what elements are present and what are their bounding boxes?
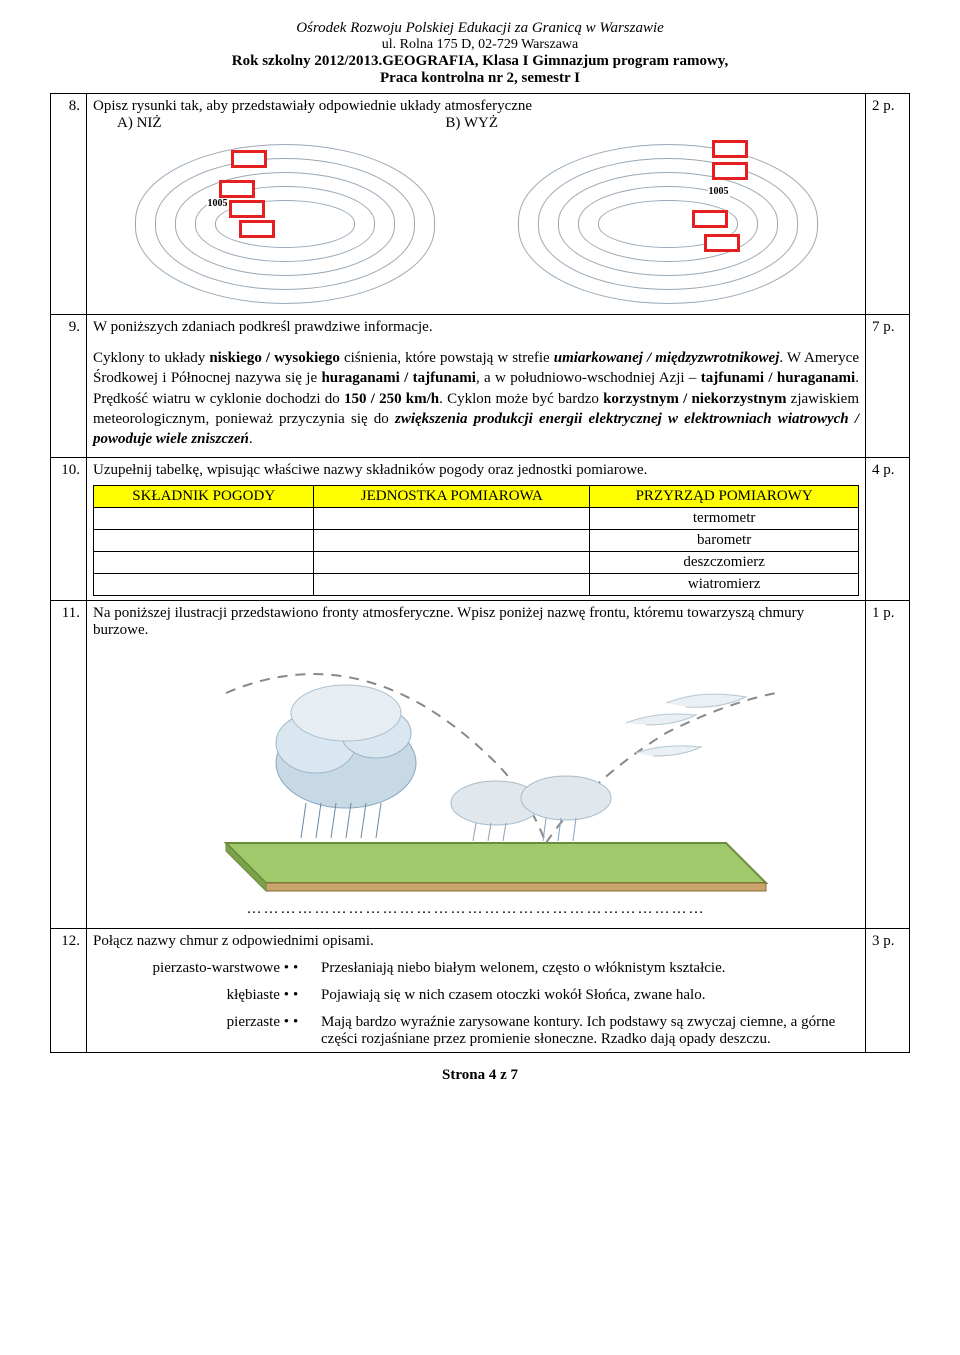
q12-cell: Połącz nazwy chmur z odpowiednimi opisam… <box>87 929 866 1053</box>
q8-cell: Opisz rysunki tak, aby przedstawiały odp… <box>87 94 866 315</box>
q11-prompt: Na poniższej ilustracji przedstawiono fr… <box>93 605 859 639</box>
q12-prompt: Połącz nazwy chmur z odpowiednimi opisam… <box>93 933 859 950</box>
table-row: deszczomierz <box>94 552 859 574</box>
redbox <box>231 150 267 168</box>
question-10-row: 10. Uzupełnij tabelkę, wpisując właściwe… <box>51 458 910 601</box>
question-11-row: 11. Na poniższej ilustracji przedstawion… <box>51 601 910 929</box>
redbox <box>239 220 275 238</box>
q9-number: 9. <box>51 315 87 458</box>
table-row: barometr <box>94 530 859 552</box>
q10-th-1: JEDNOSTKA POMIAROWA <box>314 486 590 508</box>
question-9-row: 9. W poniższych zdaniach podkreśl prawdz… <box>51 315 910 458</box>
q8-number: 8. <box>51 94 87 315</box>
q12-left-1: kłębiaste • <box>93 987 293 1004</box>
q8-points: 2 p. <box>866 94 910 315</box>
table-row: wiatromierz <box>94 574 859 596</box>
redbox <box>219 180 255 198</box>
redbox <box>712 140 748 158</box>
q9-body: Cyklony to układy niskiego / wysokiego c… <box>93 348 859 449</box>
q10-table: SKŁADNIK POGODY JEDNOSTKA POMIAROWA PRZY… <box>93 485 859 596</box>
redbox <box>229 200 265 218</box>
header-address: ul. Rolna 175 D, 02-729 Warszawa <box>50 37 910 53</box>
header-course: Rok szkolny 2012/2013.GEOGRAFIA, Klasa I… <box>50 53 910 70</box>
q10-points: 4 p. <box>866 458 910 601</box>
redbox <box>692 210 728 228</box>
q10-prompt: Uzupełnij tabelkę, wpisując właściwe naz… <box>93 462 859 479</box>
question-12-row: 12. Połącz nazwy chmur z odpowiednimi op… <box>51 929 910 1053</box>
q12-points: 3 p. <box>866 929 910 1053</box>
questions-table: 8. Opisz rysunki tak, aby przedstawiały … <box>50 93 910 1053</box>
q11-cell: Na poniższej ilustracji przedstawiono fr… <box>87 601 866 929</box>
header-assignment: Praca kontrolna nr 2, semestr I <box>50 70 910 87</box>
q12-right-1: Pojawiają się w nich czasem otoczki wokó… <box>317 987 837 1004</box>
q8-option-b: B) WYŻ <box>445 115 498 132</box>
q11-number: 11. <box>51 601 87 929</box>
question-8-row: 8. Opisz rysunki tak, aby przedstawiały … <box>51 94 910 315</box>
q8-option-a: A) NIŻ <box>93 115 445 132</box>
label-1005: 1005 <box>207 198 229 209</box>
q12-left-0: pierzasto-warstwowe • <box>93 960 293 977</box>
q8-diagram-b: 1005 <box>518 144 818 304</box>
q12-number: 12. <box>51 929 87 1053</box>
q10-th-0: SKŁADNIK POGODY <box>94 486 314 508</box>
q8-diagram-a: 1005 <box>135 144 435 304</box>
q12-right-0: Przesłaniają niebo białym welonem, częst… <box>317 960 837 977</box>
label-1005: 1005 <box>708 186 730 197</box>
q12-left-2: pierzaste • <box>93 1014 293 1048</box>
fronts-illustration <box>166 653 786 893</box>
page-header: Ośrodek Rozwoju Polskiej Edukacji za Gra… <box>50 20 910 87</box>
q9-cell: W poniższych zdaniach podkreśl prawdziwe… <box>87 315 866 458</box>
q12-match-grid: pierzasto-warstwowe • • Przesłaniają nie… <box>93 960 859 1048</box>
q11-points: 1 p. <box>866 601 910 929</box>
q12-right-2: Mają bardzo wyraźnie zarysowane kontury.… <box>317 1014 837 1048</box>
q8-diagrams: 1005 1005 <box>93 144 859 304</box>
redbox <box>712 162 748 180</box>
header-institution: Ośrodek Rozwoju Polskiej Edukacji za Gra… <box>50 20 910 37</box>
q8-prompt: Opisz rysunki tak, aby przedstawiały odp… <box>93 98 859 115</box>
q9-prompt: W poniższych zdaniach podkreśl prawdziwe… <box>93 319 859 336</box>
q10-number: 10. <box>51 458 87 601</box>
redbox <box>704 234 740 252</box>
q10-th-2: PRZYRZĄD POMIAROWY <box>590 486 859 508</box>
page-footer: Strona 4 z 7 <box>50 1067 910 1084</box>
q11-answer-line: ……………………………………………………………………… <box>93 901 859 918</box>
q10-cell: Uzupełnij tabelkę, wpisując właściwe naz… <box>87 458 866 601</box>
q9-points: 7 p. <box>866 315 910 458</box>
table-row: termometr <box>94 508 859 530</box>
